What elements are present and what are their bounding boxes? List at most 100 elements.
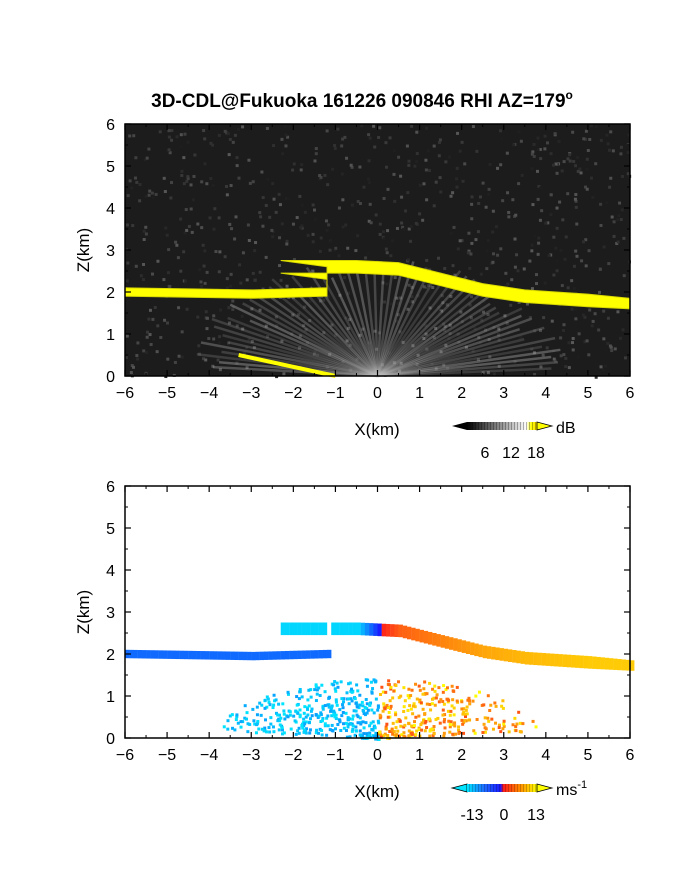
noise-pixel [525, 302, 529, 306]
noise-pixel [147, 193, 151, 197]
velocity-pixel [279, 716, 283, 720]
velocity-pixel [338, 718, 342, 722]
noise-pixel [367, 219, 371, 223]
noise-pixel [348, 343, 352, 347]
velocity-pixel [382, 702, 386, 706]
velocity-pixel [450, 704, 454, 708]
velocity-pixel [434, 696, 438, 700]
echo-ray [373, 266, 379, 377]
velocity-pixel [448, 722, 452, 726]
velocity-pixel [326, 714, 330, 718]
echo-ray [376, 265, 385, 377]
velocity-cell [571, 654, 576, 668]
velocity-pixel [410, 731, 414, 735]
noise-pixel [457, 340, 461, 344]
velocity-pixel [306, 698, 310, 702]
noise-pixel [422, 337, 426, 341]
noise-pixel [394, 319, 398, 323]
velocity-pixel [269, 722, 273, 726]
noise-pixel [155, 350, 159, 354]
noise-pixel [500, 137, 504, 141]
velocity-pixel [354, 701, 358, 705]
velocity-pixel [391, 696, 395, 700]
reflectivity-colorbar: dB 6 12 18 [452, 420, 576, 462]
noise-pixel [567, 366, 571, 370]
y-tick-label: 1 [106, 327, 115, 344]
velocity-pixel [243, 716, 247, 720]
velocity-pixel [342, 700, 346, 704]
noise-pixel [410, 291, 414, 295]
noise-pixel [238, 263, 242, 267]
noise-pixel [399, 361, 403, 365]
reflectivity-plot-area [125, 124, 630, 376]
velocity-pixel [302, 711, 306, 715]
noise-pixel [162, 278, 166, 282]
noise-pixel [425, 347, 429, 351]
velocity-cell [314, 622, 319, 636]
velocity-pixel [304, 727, 308, 731]
x-tick-label: 0 [373, 747, 382, 764]
velocity-cell [465, 641, 471, 654]
noise-pixel [250, 340, 254, 344]
velocity-pixel [431, 734, 435, 738]
velocity-pixel [368, 731, 372, 735]
noise-pixel [167, 129, 171, 133]
noise-pixel [202, 129, 206, 133]
velocity-pixel [374, 737, 378, 741]
noise-pixel [499, 247, 503, 251]
velocity-pixel [417, 728, 421, 732]
velocity-pixel [265, 730, 269, 734]
velocity-pixel [399, 724, 403, 728]
noise-pixel [266, 177, 270, 181]
echo-ray [249, 319, 378, 378]
noise-pixel [346, 326, 350, 330]
noise-pixel [576, 156, 580, 160]
noise-pixel [300, 226, 304, 230]
echo-ray [270, 296, 379, 378]
noise-pixel [180, 169, 184, 173]
velocity-pixel [362, 732, 366, 736]
velocity-pixel [323, 690, 327, 694]
velocity-pixel [313, 688, 317, 692]
velocity-cell [322, 622, 328, 636]
noise-pixel [367, 133, 371, 137]
echo-ray [376, 275, 468, 377]
noise-pixel [367, 181, 371, 185]
noise-pixel [211, 184, 215, 188]
noise-pixel [585, 167, 589, 171]
velocity-pixel [464, 708, 468, 712]
noise-pixel [392, 172, 396, 176]
velocity-cell [192, 650, 197, 660]
noise-pixel [559, 248, 563, 252]
velocity-pixel [330, 704, 334, 708]
velocity-pixel [309, 695, 313, 699]
noise-pixel [209, 176, 213, 180]
noise-pixel [253, 278, 257, 282]
noise-pixel [400, 195, 404, 199]
velocity-pixel [501, 699, 505, 703]
noise-pixel [609, 130, 613, 134]
noise-pixel [612, 234, 616, 238]
noise-pixel [235, 361, 239, 365]
noise-pixel [219, 308, 223, 312]
noise-pixel [505, 151, 509, 155]
noise-pixel [230, 227, 234, 231]
noise-pixel [304, 328, 308, 332]
velocity-pixel [453, 724, 457, 728]
velocity-pixel [490, 717, 494, 721]
velocity-pixel [325, 733, 329, 737]
noise-pixel [407, 283, 411, 287]
velocity-pixel [387, 679, 391, 683]
x-tick-label: −2 [284, 747, 302, 764]
noise-pixel [168, 285, 172, 289]
velocity-pixel [389, 687, 393, 691]
noise-pixel [225, 184, 229, 188]
velocity-pixel [356, 689, 360, 693]
velocity-pixel [462, 710, 466, 714]
noise-pixel [576, 355, 580, 359]
velocity-pixel [531, 719, 535, 723]
velocity-pixel [351, 724, 355, 728]
noise-pixel [168, 151, 172, 155]
velocity-pixel [349, 697, 353, 701]
